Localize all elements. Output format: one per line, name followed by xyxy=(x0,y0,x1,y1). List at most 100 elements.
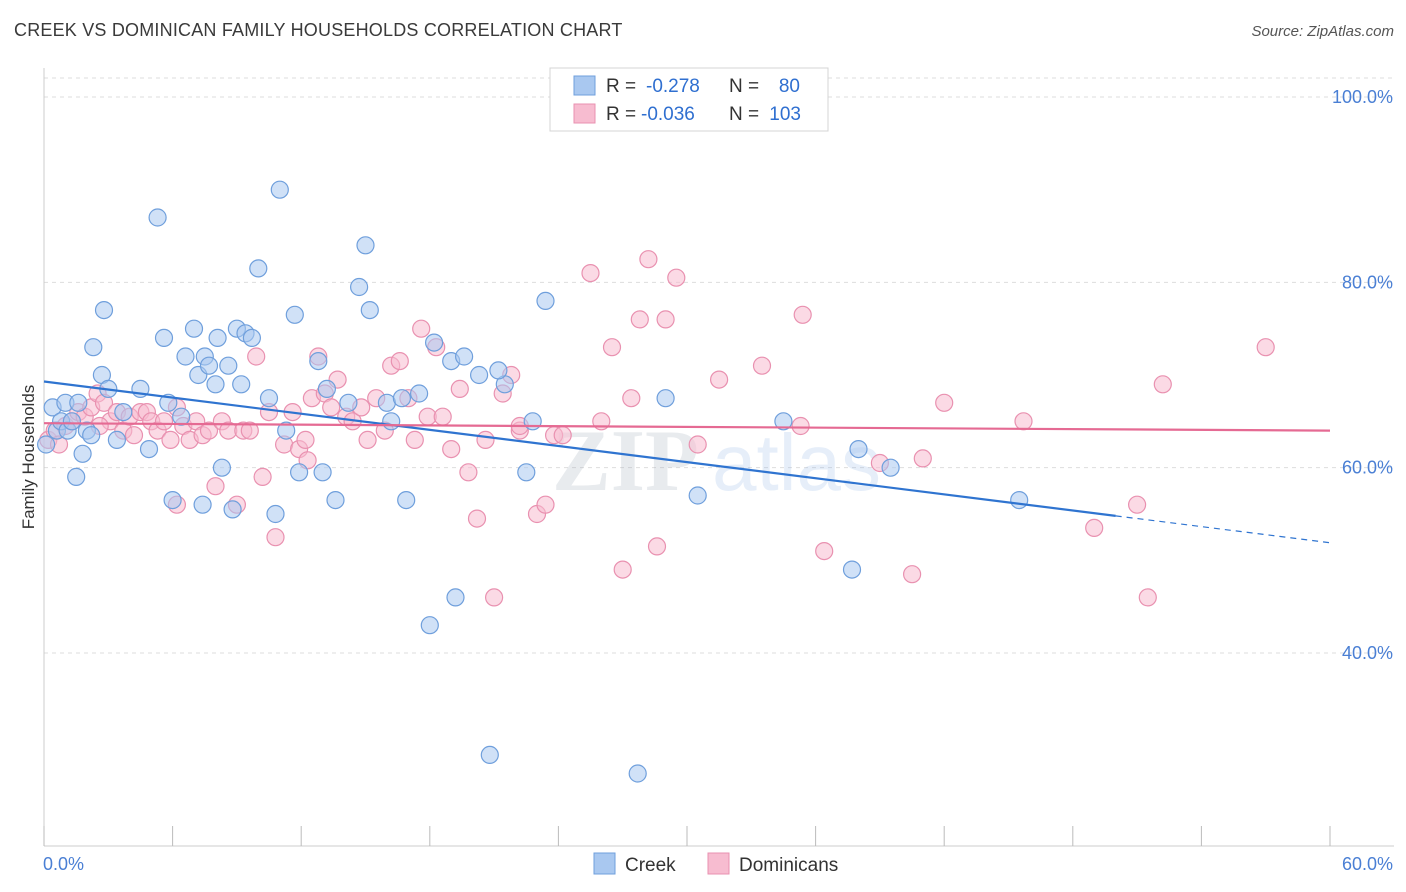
dominicans-trend-line xyxy=(43,422,1331,432)
creek-point xyxy=(688,486,707,505)
dominicans-point xyxy=(296,430,315,449)
creek-point xyxy=(148,208,167,227)
dominicans-point xyxy=(815,541,834,561)
creek-trend-extension xyxy=(1115,515,1331,544)
x-tick-label-max: 60.0% xyxy=(1342,854,1393,874)
creek-point xyxy=(392,389,411,408)
dominicans-stats-swatch xyxy=(573,103,596,124)
creek-point xyxy=(139,440,159,459)
dominicans-n-label: N = xyxy=(729,104,759,125)
creek-point xyxy=(172,407,191,426)
creek-point xyxy=(199,356,219,375)
dominicans-point xyxy=(553,426,572,445)
creek-point xyxy=(455,347,474,366)
dominicans-point xyxy=(247,347,266,366)
dominicans-point xyxy=(253,467,272,486)
dominicans-point xyxy=(412,319,431,338)
creek-point xyxy=(62,412,82,431)
dominicans-point xyxy=(752,356,772,375)
creek-point xyxy=(517,463,536,482)
stats-box-frame xyxy=(549,67,829,132)
watermark: ZIP atlas xyxy=(552,413,881,510)
creek-point xyxy=(208,328,227,347)
creek-point xyxy=(285,305,304,324)
creek-point xyxy=(107,430,127,449)
axes xyxy=(43,68,1394,847)
legend-dominicans-swatch xyxy=(707,852,730,875)
legend: Creek Dominicans xyxy=(593,852,838,876)
dominicans-point xyxy=(656,310,675,329)
creek-point xyxy=(184,319,204,338)
dominicans-point xyxy=(358,430,377,449)
dominicans-point xyxy=(902,565,922,584)
dominicans-point xyxy=(124,426,144,445)
dominicans-point xyxy=(459,463,478,482)
dominicans-point xyxy=(1256,338,1275,357)
creek-point xyxy=(73,444,92,463)
dominicans-point xyxy=(390,352,409,371)
dominicans-point xyxy=(1127,495,1147,514)
legend-creek-label: Creek xyxy=(625,855,676,876)
y-axis-title: Family Households xyxy=(19,385,38,530)
creek-point xyxy=(193,495,212,514)
creek-point xyxy=(656,389,675,408)
creek-point xyxy=(277,421,296,440)
creek-point xyxy=(94,301,114,320)
creek-point xyxy=(242,328,261,347)
y-tick-label: 80.0% xyxy=(1342,272,1393,292)
creek-point xyxy=(350,277,369,297)
legend-dominicans-label: Dominicans xyxy=(739,855,838,876)
y-tick-label: 100.0% xyxy=(1332,87,1393,107)
dominicans-point xyxy=(450,379,469,398)
creek-point xyxy=(420,616,439,635)
dominicans-point xyxy=(913,449,932,468)
dominicans-point xyxy=(1014,412,1033,431)
dominicans-point xyxy=(1153,375,1172,394)
creek-point xyxy=(154,328,174,347)
dominicans-point xyxy=(1138,588,1157,607)
dominicans-n-value: 103 xyxy=(769,104,801,125)
dominicans-point xyxy=(154,412,174,431)
creek-point xyxy=(382,412,401,431)
creek-point xyxy=(377,393,396,412)
chart-title: CREEK VS DOMINICAN FAMILY HOUSEHOLDS COR… xyxy=(14,20,623,40)
dominicans-point xyxy=(433,407,452,426)
legend-creek-swatch xyxy=(593,852,616,875)
dominicans-point xyxy=(161,430,180,449)
creek-point xyxy=(317,379,336,398)
creek-n-value: 80 xyxy=(779,76,800,97)
creek-points xyxy=(36,180,1029,783)
creek-point xyxy=(212,458,231,477)
creek-point xyxy=(219,356,238,375)
creek-point xyxy=(1010,491,1029,510)
dominicans-point xyxy=(791,416,810,436)
y-tick-label: 60.0% xyxy=(1342,458,1393,478)
dominicans-point xyxy=(581,264,600,283)
dominicans-point xyxy=(199,421,219,440)
dominicans-point xyxy=(613,560,632,579)
creek-point xyxy=(628,764,647,783)
creek-point xyxy=(232,375,251,394)
creek-point xyxy=(69,393,88,412)
dominicans-point xyxy=(1085,518,1104,538)
creek-point xyxy=(849,440,868,459)
dominicans-point xyxy=(442,440,461,459)
creek-point xyxy=(114,403,133,422)
creek-stats-swatch xyxy=(573,75,596,96)
dominicans-point xyxy=(630,310,649,329)
creek-point xyxy=(290,463,309,482)
creek-point xyxy=(523,412,542,431)
x-tick-label-min: 0.0% xyxy=(43,854,84,874)
dominicans-r-value: -0.036 xyxy=(641,104,695,125)
creek-point xyxy=(425,333,444,352)
creek-point xyxy=(313,463,332,482)
creek-point xyxy=(309,352,328,371)
stats-box: R = -0.278 N = 80 R = -0.036 N = 103 xyxy=(549,67,829,132)
creek-point xyxy=(339,393,358,412)
dominicans-point xyxy=(476,430,495,449)
creek-point xyxy=(397,491,416,510)
dominicans-point xyxy=(405,430,424,449)
dominicans-r-label: R = xyxy=(606,104,636,125)
creek-point xyxy=(326,491,345,510)
creek-point xyxy=(259,389,279,408)
